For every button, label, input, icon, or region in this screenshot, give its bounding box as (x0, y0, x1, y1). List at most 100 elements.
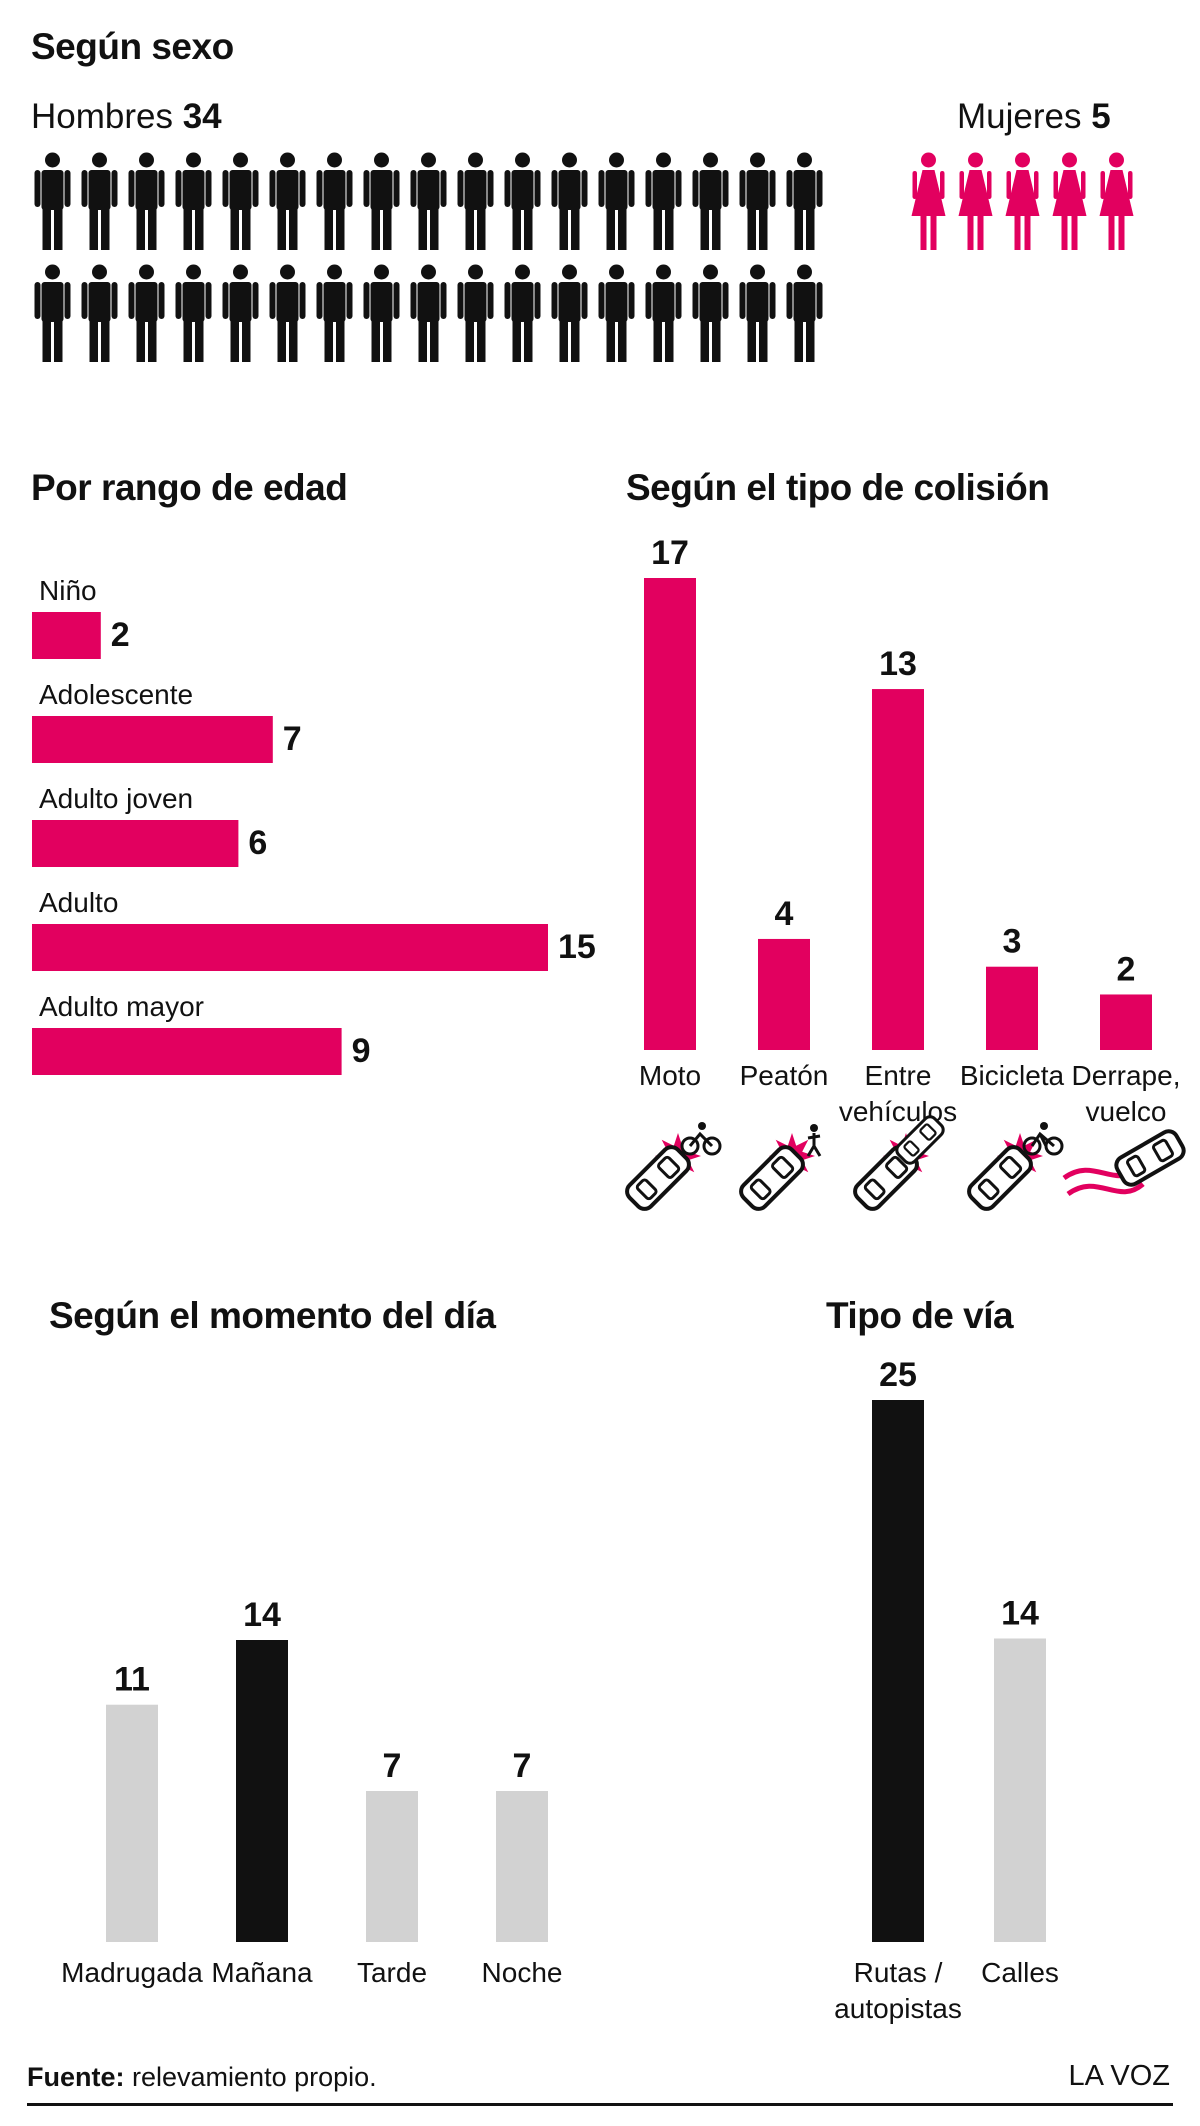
edad-value-label: 7 (283, 720, 302, 758)
momento-title: Según el momento del día (49, 1295, 496, 1336)
via-category-label: Rutas / (854, 1957, 943, 1988)
man-icon (692, 264, 729, 362)
momento-category-label: Mañana (211, 1957, 313, 1988)
man-icon (504, 152, 541, 250)
man-icon (316, 152, 353, 250)
edad-bar (32, 820, 239, 867)
via-title: Tipo de vía (826, 1295, 1014, 1336)
colision-category-label: Moto (639, 1060, 701, 1091)
colision-bar (872, 689, 924, 1050)
momento-category-label: Tarde (357, 1957, 427, 1988)
momento-bar (366, 1791, 418, 1942)
woman-icon (1052, 152, 1087, 250)
momento-value-label: 7 (513, 1747, 532, 1785)
edad-value-label: 2 (111, 616, 130, 654)
woman-icon (911, 152, 946, 250)
car-motorcycle-collision-icon (625, 1122, 722, 1211)
via-bar (872, 1400, 924, 1942)
colision-bar (1100, 994, 1152, 1050)
momento-value-label: 7 (383, 1747, 402, 1785)
man-icon (81, 152, 118, 250)
man-icon (128, 152, 165, 250)
women-count: 5 (1091, 97, 1111, 136)
sexo-title: Según sexo (31, 26, 234, 67)
colision-category-label: Entre (865, 1060, 932, 1091)
men-label: Hombres (31, 97, 173, 136)
via-chart: 25 Rutas / autopistas 14 Calles (834, 1356, 1059, 2024)
edad-bar (32, 924, 548, 971)
colision-bar (758, 938, 810, 1050)
edad-chart: Niño 2 Adolescente 7 Adulto joven 6 Adulto 15 Ad… (32, 575, 596, 1075)
colision-category-label: Bicicleta (960, 1060, 1065, 1091)
woman-icon (1099, 152, 1134, 250)
man-icon (598, 264, 635, 362)
momento-bar (496, 1791, 548, 1942)
man-icon (692, 152, 729, 250)
colision-value-label: 13 (879, 645, 917, 683)
edad-bar (32, 1028, 342, 1075)
man-icon (175, 264, 212, 362)
man-icon (128, 264, 165, 362)
man-icon (598, 152, 635, 250)
man-icon (363, 264, 400, 362)
man-icon (739, 264, 776, 362)
edad-category-label: Adolescente (39, 679, 193, 710)
car-car-collision-icon (853, 1115, 945, 1211)
via-value-label: 25 (879, 1356, 917, 1394)
source-note: Fuente: relevamiento propio. (27, 2062, 377, 2093)
via-category-label: Calles (981, 1957, 1059, 1988)
momento-bar (106, 1704, 158, 1942)
momento-chart: 11 Madrugada 14 Mañana 7 Tarde 7 Noche (61, 1596, 563, 1988)
momento-bar (236, 1640, 288, 1942)
momento-category-label: Noche (482, 1957, 563, 1988)
man-icon (410, 152, 447, 250)
men-icon-grid (29, 152, 849, 364)
man-icon (34, 264, 71, 362)
edad-value-label: 9 (352, 1032, 371, 1070)
man-icon (786, 152, 823, 250)
momento-category-label: Madrugada (61, 1957, 203, 1988)
momento-value-label: 11 (114, 1661, 150, 1699)
man-icon (175, 152, 212, 250)
man-icon (645, 152, 682, 250)
colision-value-label: 17 (651, 534, 689, 572)
car-skid-rollover-icon (1062, 1129, 1186, 1197)
edad-bar (32, 612, 101, 659)
edad-category-label: Adulto joven (39, 783, 193, 814)
colision-value-label: 2 (1117, 950, 1136, 988)
women-count-label: Mujeres 5 (957, 97, 1111, 137)
woman-icon (958, 152, 993, 250)
via-value-label: 14 (1001, 1594, 1039, 1632)
women-icon-grid (905, 152, 1165, 252)
source-text: relevamiento propio. (132, 2062, 377, 2092)
man-icon (504, 264, 541, 362)
colision-title: Según el tipo de colisión (626, 467, 1050, 508)
man-icon (457, 264, 494, 362)
colision-bar (986, 966, 1038, 1050)
edad-category-label: Adulto (39, 887, 118, 918)
via-bar (994, 1638, 1046, 1942)
colision-bar (644, 578, 696, 1050)
colision-category-label: vuelco (1086, 1096, 1167, 1127)
edad-value-label: 15 (558, 928, 596, 966)
man-icon (786, 264, 823, 362)
man-icon (551, 152, 588, 250)
edad-category-label: Niño (39, 575, 97, 606)
momento-value-label: 14 (243, 1596, 281, 1634)
brand-logo: LA VOZ (1068, 2060, 1170, 2092)
via-category-label: autopistas (834, 1993, 962, 2024)
man-icon (269, 152, 306, 250)
man-icon (739, 152, 776, 250)
colision-chart: 17Moto4Peatón13Entrevehículos3Bicicleta2… (625, 534, 1186, 1211)
man-icon (457, 152, 494, 250)
source-label: Fuente: (27, 2062, 125, 2092)
man-icon (81, 264, 118, 362)
colision-value-label: 4 (775, 895, 794, 933)
footer-rule (27, 2103, 1173, 2106)
car-bicycle-collision-icon (967, 1122, 1064, 1211)
man-icon (34, 152, 71, 250)
edad-category-label: Adulto mayor (39, 991, 204, 1022)
man-icon (410, 264, 447, 362)
women-label: Mujeres (957, 97, 1082, 136)
man-icon (269, 264, 306, 362)
